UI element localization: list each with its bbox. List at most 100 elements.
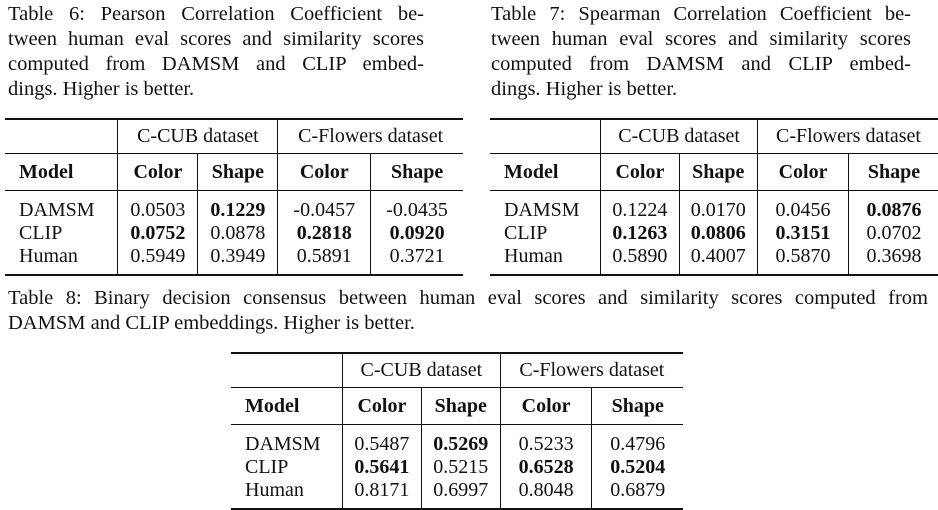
value-cell: 0.3949 [197, 245, 278, 275]
table-row: Human 0.5890 0.4007 0.5870 0.3698 [490, 245, 938, 275]
table-row: Human 0.8171 0.6997 0.8048 0.6879 [231, 479, 683, 509]
caption-line: tween human eval scores and similarity s… [491, 28, 911, 50]
table-row: CLIP 0.0752 0.0878 0.2818 0.0920 [5, 222, 463, 245]
header-blank-cell [490, 119, 601, 154]
value-cell: 0.0456 [756, 190, 849, 222]
group-header-row: C-CUB dataset C-Flowers dataset [490, 119, 938, 154]
model-cell: DAMSM [19, 199, 95, 221]
group-header-c-cub: C-CUB dataset [117, 119, 278, 154]
caption-line: dings. Higher is better. [491, 78, 678, 100]
model-cell: Human [504, 245, 563, 267]
value-cell: 0.2818 [277, 222, 371, 245]
value-cell: 0.5269 [420, 424, 501, 456]
value-cell: 0.3721 [370, 245, 463, 275]
column-header: Model [5, 153, 118, 191]
value-cell: 0.8171 [341, 479, 422, 509]
model-cell: CLIP [245, 456, 289, 478]
table6-caption: Table 6: Pearson Correlation Coefficient… [8, 2, 424, 102]
table-body: DAMSM 0.0503 0.1229 -0.0457 -0.0435 CLIP… [5, 190, 463, 275]
value-cell: 0.5870 [756, 245, 849, 275]
table-row: Human 0.5949 0.3949 0.5891 0.3721 [5, 245, 463, 275]
value-cell: 0.8048 [499, 479, 592, 509]
caption-line: dings. Higher is better. [8, 78, 195, 100]
value-cell: 0.5215 [420, 456, 501, 479]
table8-caption: Table 8: Binary decision consensus betwe… [8, 286, 928, 336]
column-header: Shape [678, 153, 758, 191]
value-cell: 0.0878 [197, 222, 278, 245]
model-cell: DAMSM [245, 433, 321, 455]
column-header-row: Model Color Shape Color Shape [5, 153, 463, 191]
caption-line: DAMSM and CLIP embeddings. Higher is bet… [8, 312, 415, 334]
model-cell: Human [19, 245, 78, 267]
column-header: Color [499, 387, 592, 425]
column-header: Color [341, 387, 422, 425]
value-cell: 0.5641 [341, 456, 422, 479]
model-cell: CLIP [19, 222, 63, 244]
value-cell: 0.6879 [591, 479, 683, 509]
table-row: CLIP 0.5641 0.5215 0.6528 0.5204 [231, 456, 683, 479]
column-header: Color [756, 153, 849, 191]
header-blank-cell [231, 353, 343, 388]
caption-line: tween human eval scores and similarity s… [8, 28, 424, 50]
header-blank-cell [5, 119, 118, 154]
value-cell: 0.0170 [678, 190, 758, 222]
table7-caption: Table 7: Spearman Correlation Coefficien… [491, 2, 911, 102]
caption-line: Table 8: Binary decision consensus betwe… [8, 287, 928, 309]
value-cell: 0.6997 [420, 479, 501, 509]
table-row: CLIP 0.1263 0.0806 0.3151 0.0702 [490, 222, 938, 245]
model-cell: DAMSM [504, 199, 580, 221]
value-cell: 0.5204 [591, 456, 683, 479]
group-header-c-flowers: C-Flowers dataset [277, 119, 463, 154]
value-cell: 0.4007 [678, 245, 758, 275]
column-header: Color [277, 153, 371, 191]
value-cell: 0.1229 [197, 190, 278, 222]
value-cell: 0.6528 [499, 456, 592, 479]
column-header: Shape [420, 387, 501, 425]
caption-line: computed from DAMSM and CLIP embed- [8, 53, 424, 75]
table7: C-CUB dataset C-Flowers dataset Model Co… [490, 118, 938, 276]
table-row: DAMSM 0.5487 0.5269 0.5233 0.4796 [231, 424, 683, 456]
value-cell: 0.1263 [600, 222, 680, 245]
table-body: DAMSM 0.5487 0.5269 0.5233 0.4796 CLIP 0… [231, 424, 683, 509]
value-cell: 0.3151 [756, 222, 849, 245]
value-cell: 0.3698 [848, 245, 938, 275]
caption-line: Table 7: Spearman Correlation Coefficien… [491, 3, 911, 25]
column-header-row: Model Color Shape Color Shape [490, 153, 938, 191]
table-body: DAMSM 0.1224 0.0170 0.0456 0.0876 CLIP 0… [490, 190, 938, 275]
value-cell: 0.0503 [117, 190, 198, 222]
caption-line: computed from DAMSM and CLIP embed- [491, 53, 911, 75]
value-cell: 0.0702 [848, 222, 938, 245]
value-cell: 0.0806 [678, 222, 758, 245]
caption-line: Table 6: Pearson Correlation Coefficient… [8, 3, 424, 25]
value-cell: 0.5891 [277, 245, 371, 275]
table6: C-CUB dataset C-Flowers dataset Model Co… [5, 118, 463, 276]
group-header-c-cub: C-CUB dataset [600, 119, 758, 154]
column-header: Color [117, 153, 198, 191]
value-cell: 0.5487 [341, 424, 422, 456]
column-header: Shape [370, 153, 463, 191]
column-header: Shape [591, 387, 683, 425]
value-cell: -0.0435 [370, 190, 463, 222]
column-header: Shape [848, 153, 938, 191]
table8: C-CUB dataset C-Flowers dataset Model Co… [231, 352, 683, 510]
model-cell: CLIP [504, 222, 548, 244]
column-header: Model [231, 387, 343, 425]
table-row: DAMSM 0.1224 0.0170 0.0456 0.0876 [490, 190, 938, 222]
table-row: DAMSM 0.0503 0.1229 -0.0457 -0.0435 [5, 190, 463, 222]
model-cell: Human [245, 479, 304, 501]
group-header-c-flowers: C-Flowers dataset [499, 353, 683, 388]
value-cell: 0.0752 [117, 222, 198, 245]
column-header-row: Model Color Shape Color Shape [231, 387, 683, 425]
column-header: Color [600, 153, 680, 191]
value-cell: -0.0457 [277, 190, 371, 222]
group-header-row: C-CUB dataset C-Flowers dataset [5, 119, 463, 154]
column-header: Model [490, 153, 601, 191]
value-cell: 0.4796 [591, 424, 683, 456]
value-cell: 0.5890 [600, 245, 680, 275]
group-header-c-flowers: C-Flowers dataset [756, 119, 938, 154]
group-header-c-cub: C-CUB dataset [341, 353, 501, 388]
value-cell: 0.5949 [117, 245, 198, 275]
value-cell: 0.0920 [370, 222, 463, 245]
value-cell: 0.1224 [600, 190, 680, 222]
column-header: Shape [197, 153, 278, 191]
